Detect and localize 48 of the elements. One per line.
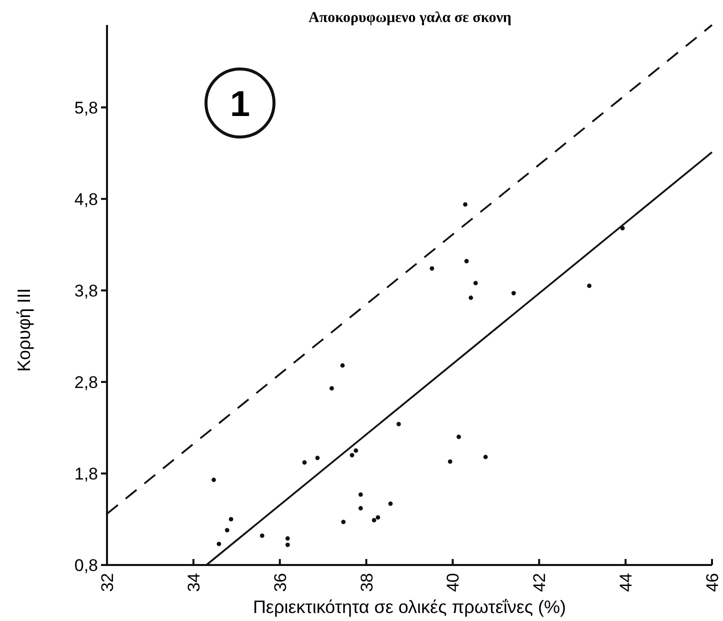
point (350, 452, 354, 458)
point (483, 454, 488, 460)
point (396, 422, 401, 426)
point (216, 542, 222, 546)
y-tick-label: 4,8 (74, 190, 98, 209)
point (224, 528, 230, 532)
point (430, 266, 434, 271)
point (358, 492, 363, 497)
point (330, 386, 334, 391)
x-tick-label: 40 (444, 573, 463, 592)
point (341, 520, 346, 524)
chart-title: Αποκορυφωμενο γαλα σε σκονη (308, 10, 512, 26)
point (358, 506, 363, 510)
point (212, 478, 216, 482)
point (468, 296, 474, 300)
x-tick-label: 36 (270, 573, 290, 592)
x-tick-label: 44 (616, 573, 636, 592)
point (372, 518, 376, 522)
point (315, 456, 320, 460)
annotation: 1 (230, 83, 250, 124)
point (473, 280, 478, 286)
point (376, 515, 380, 520)
point (388, 501, 393, 506)
point (260, 534, 264, 538)
y-tick-label: 5,8 (74, 98, 98, 118)
y-axis-title: Κορυφή ΙΙΙ (14, 288, 34, 372)
point (285, 542, 290, 548)
y-tick-label: 0,8 (74, 556, 98, 575)
point (285, 536, 290, 541)
x-tick-label: 42 (530, 573, 550, 592)
y-tick-label: 2,8 (74, 372, 98, 392)
point (228, 517, 234, 522)
point (302, 460, 307, 465)
y-tick-label: 1,8 (74, 464, 98, 484)
point (448, 459, 452, 464)
point (456, 434, 461, 440)
point (587, 284, 592, 288)
x-axis-title: Περιεκτικότητα σε ολικές πρωτεΐνες (%) (252, 597, 566, 617)
point (340, 363, 345, 368)
point (354, 448, 358, 453)
point (463, 202, 468, 207)
x-tick-label: 34 (184, 573, 204, 592)
y-tick-label: 3,8 (74, 281, 98, 300)
x-tick-label: 32 (98, 573, 117, 592)
point (511, 290, 516, 296)
point (464, 258, 469, 264)
x-tick-label: 38 (357, 573, 376, 592)
x-tick-label: 46 (703, 573, 722, 592)
